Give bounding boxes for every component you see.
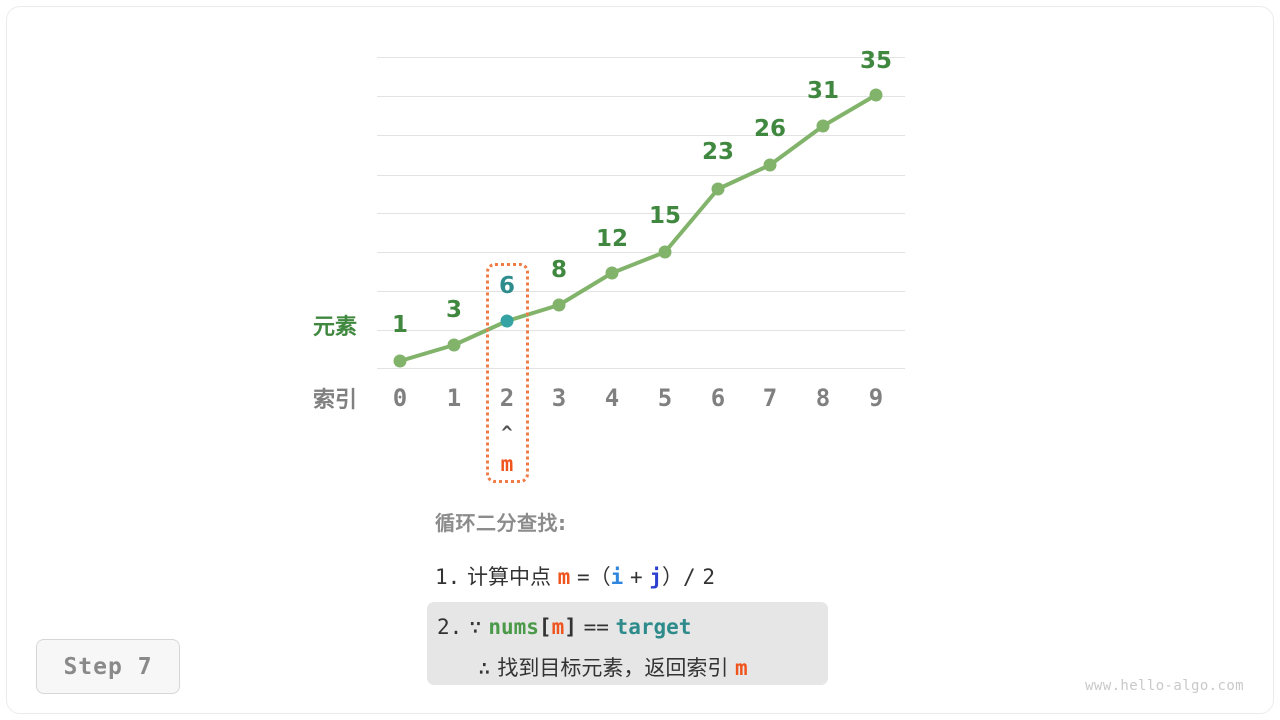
data-point-marker bbox=[816, 119, 830, 133]
step1-var-i: i bbox=[610, 565, 624, 589]
index-tick-label: 0 bbox=[392, 384, 408, 412]
data-point-value-label: 15 bbox=[648, 203, 682, 229]
index-tick-label: 6 bbox=[710, 384, 726, 412]
step2-lbracket: [ bbox=[538, 615, 552, 639]
data-point-value-label: 6 bbox=[498, 273, 516, 299]
data-point-value-label: 26 bbox=[753, 116, 787, 142]
gridline bbox=[377, 330, 905, 331]
data-point-marker bbox=[605, 266, 619, 280]
data-point-value-label: 31 bbox=[806, 78, 840, 104]
gridline bbox=[377, 135, 905, 136]
data-point-value-label: 23 bbox=[701, 139, 735, 165]
data-point-marker bbox=[393, 354, 407, 368]
because-icon: ∵ bbox=[468, 615, 482, 639]
mid-pointer-highlight-box bbox=[486, 263, 529, 483]
gridline bbox=[377, 57, 905, 58]
data-point-marker bbox=[658, 245, 672, 259]
step1-two: 2 bbox=[702, 565, 716, 589]
data-point-value-label: 3 bbox=[445, 297, 463, 323]
therefore-icon: ∴ bbox=[478, 656, 491, 680]
gridline bbox=[377, 252, 905, 253]
step2-rbracket: ] bbox=[564, 615, 577, 639]
step2-number: 2. bbox=[437, 615, 463, 639]
data-point-marker bbox=[552, 298, 566, 312]
data-point-value-label: 1 bbox=[391, 312, 409, 338]
mid-pointer-caret-icon: ^ bbox=[501, 422, 513, 444]
step2-var-m: m bbox=[551, 615, 565, 639]
index-tick-label: 9 bbox=[868, 384, 884, 412]
gridline bbox=[377, 213, 905, 214]
data-point-value-label: 12 bbox=[595, 226, 629, 252]
step1-var-m: m bbox=[557, 565, 571, 589]
caption-heading: 循环二分查找: bbox=[435, 511, 567, 535]
data-point-value-label: 8 bbox=[550, 257, 568, 283]
index-tick-label: 7 bbox=[762, 384, 778, 412]
step1-number: 1. bbox=[435, 565, 461, 589]
step1-equals: = bbox=[577, 565, 590, 589]
index-tick-label: 3 bbox=[551, 384, 567, 412]
gridline bbox=[377, 291, 905, 292]
step1-plus: + bbox=[630, 565, 643, 589]
index-tick-label: 1 bbox=[446, 384, 462, 412]
caption-step-2-line-2: ∴ 找到目标元素，返回索引 m bbox=[478, 652, 748, 682]
index-tick-label: 4 bbox=[604, 384, 620, 412]
caption-step-2-line-1: 2. ∵ nums[m] == target bbox=[437, 615, 691, 639]
data-point-marker bbox=[447, 338, 461, 352]
caption-step-2-box bbox=[427, 602, 828, 685]
step2-eqeq: == bbox=[583, 615, 609, 639]
step1-lparen: （ bbox=[589, 565, 611, 589]
gridline bbox=[377, 368, 905, 369]
data-point-marker bbox=[763, 158, 777, 172]
data-point-marker bbox=[869, 88, 883, 102]
step2-target: target bbox=[615, 615, 692, 639]
step2-result-var: m bbox=[735, 656, 748, 680]
step-badge-label: Step 7 bbox=[63, 653, 153, 680]
step2-nums: nums bbox=[488, 615, 539, 639]
step1-var-j: j bbox=[649, 565, 663, 589]
watermark: www.hello-algo.com bbox=[1085, 678, 1244, 694]
index-axis-label: 索引 bbox=[312, 388, 358, 413]
index-tick-label: 2 bbox=[499, 384, 515, 412]
data-point-value-label: 35 bbox=[859, 48, 893, 74]
step1-rparen: ） bbox=[662, 565, 684, 589]
element-axis-label: 元素 bbox=[312, 315, 358, 340]
step1-text: 计算中点 bbox=[466, 565, 551, 589]
step-badge: Step 7 bbox=[36, 639, 180, 694]
step1-slash: / bbox=[683, 565, 696, 589]
mid-pointer-variable-label: m bbox=[500, 452, 514, 476]
index-tick-label: 5 bbox=[657, 384, 673, 412]
gridline bbox=[377, 175, 905, 176]
caption-step-1: 1. 计算中点 m =（i + j）/ 2 bbox=[435, 561, 715, 591]
data-point-marker bbox=[711, 182, 725, 196]
index-tick-label: 8 bbox=[815, 384, 831, 412]
data-point-marker bbox=[500, 314, 514, 328]
step2-conclusion: 找到目标元素，返回索引 bbox=[497, 656, 729, 680]
